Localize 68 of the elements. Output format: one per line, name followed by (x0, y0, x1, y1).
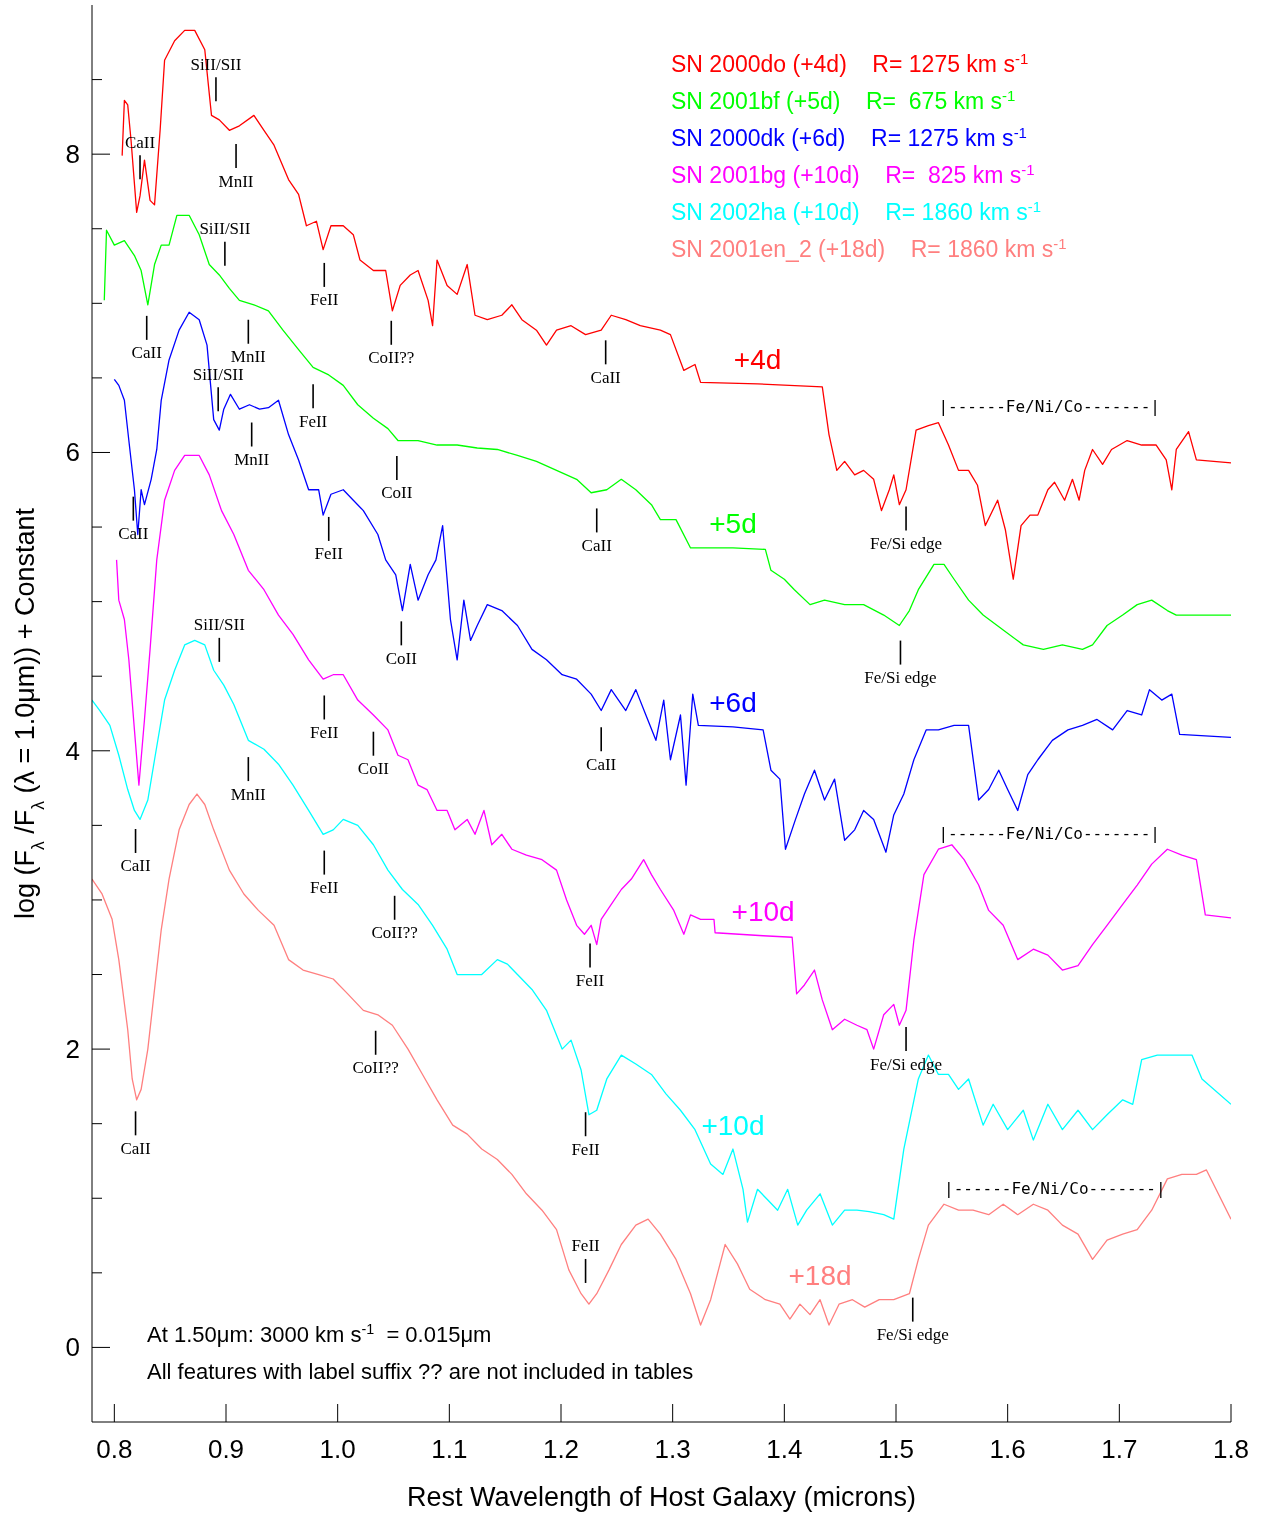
annotation: FeII (571, 1139, 601, 1159)
annotation: Fe/Si edge (869, 533, 943, 553)
text: SN 2000do (+4d) R= 1275 km s$^{-1}$ (671, 49, 1029, 77)
annotation: At 1.50μm: 3000 km s$^{-1}$ = 0.015μm (147, 1321, 492, 1347)
annotation: FeII (310, 290, 339, 310)
annotation: FeII (310, 878, 339, 898)
y-tick-label: 6 (65, 437, 80, 468)
annotation: MnII (234, 450, 270, 470)
annotation: FeII (575, 971, 605, 991)
x-tick-label: 1.0 (319, 1434, 356, 1464)
line-series (121, 29, 1231, 580)
annotation: Fe/Si edge (876, 1325, 949, 1345)
x-tick-label: 1.1 (431, 1434, 468, 1464)
annotation: CoII (357, 759, 390, 779)
annotation: CoII (381, 483, 413, 503)
annotation: FeII (571, 1236, 601, 1256)
annotation: +18d (788, 1260, 852, 1292)
annotation: |------Fe/Ni/Co-------| (938, 397, 1160, 417)
text: SN 2002ha (+10d) R= 1860 km s$^{-1}$ (671, 197, 1041, 225)
x-tick-label: 1.3 (654, 1434, 691, 1464)
annotation: +10d (731, 896, 795, 928)
x-axis-title: Rest Wavelength of Host Galaxy (microns) (406, 1482, 917, 1512)
annotation: CaII (586, 754, 617, 774)
annotation: +6d (709, 687, 757, 719)
annotation: +10d (701, 1109, 765, 1141)
annotation: SiII/SII (199, 219, 251, 239)
text: SN 2000dk (+6d) R= 1275 km s$^{-1}$ (671, 123, 1027, 151)
annotation: FeII (298, 411, 328, 431)
annotation: CaII (120, 856, 151, 876)
y-tick-label: 8 (65, 139, 80, 170)
annotation: +5d (709, 508, 757, 540)
annotation: MnII (230, 347, 267, 367)
annotation: FeII (314, 544, 344, 564)
x-tick-label: 1.4 (766, 1434, 803, 1464)
y-tick-label: 4 (65, 735, 80, 766)
y-tick-label: 0 (65, 1332, 80, 1363)
annotation: CoII (385, 648, 418, 668)
annotation: |------Fe/Ni/Co-------| (944, 1178, 1166, 1198)
text: SN 2001bg (+10d) R= 825 km s$^{-1}$ (671, 160, 1035, 188)
annotation: SiII/SII (193, 615, 246, 635)
x-tick-label: 0.9 (207, 1434, 245, 1464)
x-tick-label: 1.6 (989, 1434, 1026, 1464)
annotation: CaII (118, 524, 149, 544)
x-tick-label: 1.8 (1212, 1434, 1250, 1464)
annotation: |------Fe/Ni/Co-------| (938, 823, 1160, 843)
text: SN 2001bf (+5d) R= 675 km s$^{-1}$ (671, 86, 1016, 114)
annotation: CaII (120, 1138, 151, 1158)
annotation: CaII (590, 367, 622, 387)
line-series (92, 639, 1231, 1226)
x-tick-label: 0.8 (96, 1434, 133, 1464)
annotation: All features with label suffix ?? are not included in tables (147, 1359, 694, 1384)
annotation: Fe/Si edge (864, 668, 937, 688)
annotation: MnII (230, 784, 267, 804)
x-tick-label: 1.5 (877, 1434, 915, 1464)
annotation: CoII?? (371, 923, 418, 943)
x-tick-label: 1.2 (542, 1434, 580, 1464)
annotation: CaII (131, 343, 163, 363)
annotation: CoII?? (352, 1058, 399, 1078)
x-tick-label: 1.7 (1101, 1434, 1138, 1464)
y-tick-label: 2 (65, 1034, 80, 1065)
annotation: +4d (733, 344, 782, 376)
annotation: FeII (310, 722, 339, 742)
annotation: CaII (581, 535, 613, 555)
annotation: CoII?? (368, 348, 415, 368)
line-series (115, 454, 1231, 1050)
line-series (113, 311, 1231, 853)
annotation: MnII (218, 171, 254, 191)
text: SN 2001en_2 (+18d) R= 1860 km s$^{-1}$ (671, 234, 1067, 262)
